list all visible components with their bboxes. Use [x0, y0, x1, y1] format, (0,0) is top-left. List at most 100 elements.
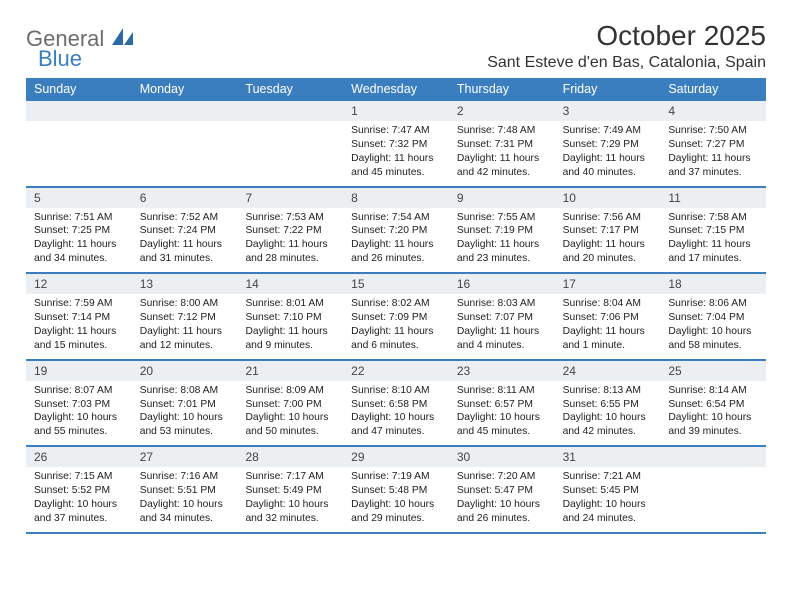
sunset-text: Sunset: 6:55 PM: [563, 398, 653, 412]
day-cell: [132, 101, 238, 186]
daylight-text: Daylight: 11 hours and 6 minutes.: [351, 325, 441, 353]
day-content: Sunrise: 7:21 AMSunset: 5:45 PMDaylight:…: [555, 467, 661, 532]
sail-icon: [112, 28, 134, 51]
sunrise-text: Sunrise: 8:00 AM: [140, 297, 230, 311]
daylight-text: Daylight: 10 hours and 39 minutes.: [668, 411, 758, 439]
day-content: Sunrise: 7:53 AMSunset: 7:22 PMDaylight:…: [237, 208, 343, 273]
day-number: 23: [449, 361, 555, 381]
sunrise-text: Sunrise: 8:09 AM: [245, 384, 335, 398]
sunset-text: Sunset: 7:32 PM: [351, 138, 441, 152]
day-number: 2: [449, 101, 555, 121]
day-number: [132, 101, 238, 121]
calendar-page: General Blue October 2025 Sant Esteve d'…: [0, 0, 792, 544]
day-content: Sunrise: 7:58 AMSunset: 7:15 PMDaylight:…: [660, 208, 766, 273]
day-number: 21: [237, 361, 343, 381]
daylight-text: Daylight: 11 hours and 45 minutes.: [351, 152, 441, 180]
day-content: Sunrise: 7:15 AMSunset: 5:52 PMDaylight:…: [26, 467, 132, 532]
sunset-text: Sunset: 5:51 PM: [140, 484, 230, 498]
daylight-text: Daylight: 10 hours and 37 minutes.: [34, 498, 124, 526]
day-cell: 5Sunrise: 7:51 AMSunset: 7:25 PMDaylight…: [26, 188, 132, 273]
sunrise-text: Sunrise: 7:55 AM: [457, 211, 547, 225]
sunrise-text: Sunrise: 8:02 AM: [351, 297, 441, 311]
sunrise-text: Sunrise: 7:15 AM: [34, 470, 124, 484]
day-number: 7: [237, 188, 343, 208]
day-content: Sunrise: 8:14 AMSunset: 6:54 PMDaylight:…: [660, 381, 766, 446]
daylight-text: Daylight: 10 hours and 55 minutes.: [34, 411, 124, 439]
sunset-text: Sunset: 7:03 PM: [34, 398, 124, 412]
sunset-text: Sunset: 7:27 PM: [668, 138, 758, 152]
month-title: October 2025: [487, 20, 766, 52]
sunset-text: Sunset: 7:17 PM: [563, 224, 653, 238]
week-row: 5Sunrise: 7:51 AMSunset: 7:25 PMDaylight…: [26, 188, 766, 275]
day-content: Sunrise: 7:59 AMSunset: 7:14 PMDaylight:…: [26, 294, 132, 359]
day-cell: 23Sunrise: 8:11 AMSunset: 6:57 PMDayligh…: [449, 361, 555, 446]
sunset-text: Sunset: 7:12 PM: [140, 311, 230, 325]
day-cell: 30Sunrise: 7:20 AMSunset: 5:47 PMDayligh…: [449, 447, 555, 532]
day-header: Thursday: [449, 78, 555, 101]
day-number: 26: [26, 447, 132, 467]
day-number: 18: [660, 274, 766, 294]
sunset-text: Sunset: 7:20 PM: [351, 224, 441, 238]
day-number: 29: [343, 447, 449, 467]
location: Sant Esteve d'en Bas, Catalonia, Spain: [487, 54, 766, 72]
day-content: [660, 467, 766, 523]
day-number: 19: [26, 361, 132, 381]
day-cell: 12Sunrise: 7:59 AMSunset: 7:14 PMDayligh…: [26, 274, 132, 359]
sunrise-text: Sunrise: 7:59 AM: [34, 297, 124, 311]
day-content: Sunrise: 7:50 AMSunset: 7:27 PMDaylight:…: [660, 121, 766, 186]
day-cell: 26Sunrise: 7:15 AMSunset: 5:52 PMDayligh…: [26, 447, 132, 532]
day-content: Sunrise: 8:01 AMSunset: 7:10 PMDaylight:…: [237, 294, 343, 359]
day-header: Tuesday: [237, 78, 343, 101]
day-header: Saturday: [660, 78, 766, 101]
sunset-text: Sunset: 7:31 PM: [457, 138, 547, 152]
sunset-text: Sunset: 7:01 PM: [140, 398, 230, 412]
day-content: Sunrise: 8:02 AMSunset: 7:09 PMDaylight:…: [343, 294, 449, 359]
sunset-text: Sunset: 7:04 PM: [668, 311, 758, 325]
sunrise-text: Sunrise: 8:01 AM: [245, 297, 335, 311]
day-cell: 15Sunrise: 8:02 AMSunset: 7:09 PMDayligh…: [343, 274, 449, 359]
sunrise-text: Sunrise: 7:53 AM: [245, 211, 335, 225]
daylight-text: Daylight: 10 hours and 45 minutes.: [457, 411, 547, 439]
day-cell: 7Sunrise: 7:53 AMSunset: 7:22 PMDaylight…: [237, 188, 343, 273]
week-row: 1Sunrise: 7:47 AMSunset: 7:32 PMDaylight…: [26, 101, 766, 188]
sunrise-text: Sunrise: 7:54 AM: [351, 211, 441, 225]
day-cell: 9Sunrise: 7:55 AMSunset: 7:19 PMDaylight…: [449, 188, 555, 273]
daylight-text: Daylight: 11 hours and 31 minutes.: [140, 238, 230, 266]
day-cell: 18Sunrise: 8:06 AMSunset: 7:04 PMDayligh…: [660, 274, 766, 359]
day-content: Sunrise: 7:19 AMSunset: 5:48 PMDaylight:…: [343, 467, 449, 532]
sunrise-text: Sunrise: 7:51 AM: [34, 211, 124, 225]
day-cell: 22Sunrise: 8:10 AMSunset: 6:58 PMDayligh…: [343, 361, 449, 446]
day-content: Sunrise: 7:52 AMSunset: 7:24 PMDaylight:…: [132, 208, 238, 273]
sunrise-text: Sunrise: 8:07 AM: [34, 384, 124, 398]
daylight-text: Daylight: 10 hours and 34 minutes.: [140, 498, 230, 526]
sunrise-text: Sunrise: 8:06 AM: [668, 297, 758, 311]
day-content: Sunrise: 8:08 AMSunset: 7:01 PMDaylight:…: [132, 381, 238, 446]
day-number: 3: [555, 101, 661, 121]
day-number: 25: [660, 361, 766, 381]
day-cell: 20Sunrise: 8:08 AMSunset: 7:01 PMDayligh…: [132, 361, 238, 446]
day-cell: 4Sunrise: 7:50 AMSunset: 7:27 PMDaylight…: [660, 101, 766, 186]
day-cell: 25Sunrise: 8:14 AMSunset: 6:54 PMDayligh…: [660, 361, 766, 446]
sunset-text: Sunset: 5:48 PM: [351, 484, 441, 498]
day-cell: 11Sunrise: 7:58 AMSunset: 7:15 PMDayligh…: [660, 188, 766, 273]
day-number: 16: [449, 274, 555, 294]
day-number: 8: [343, 188, 449, 208]
day-number: 27: [132, 447, 238, 467]
day-number: [26, 101, 132, 121]
day-content: Sunrise: 7:51 AMSunset: 7:25 PMDaylight:…: [26, 208, 132, 273]
week-row: 12Sunrise: 7:59 AMSunset: 7:14 PMDayligh…: [26, 274, 766, 361]
day-content: Sunrise: 8:11 AMSunset: 6:57 PMDaylight:…: [449, 381, 555, 446]
daylight-text: Daylight: 11 hours and 40 minutes.: [563, 152, 653, 180]
day-number: 14: [237, 274, 343, 294]
day-number: 5: [26, 188, 132, 208]
sunset-text: Sunset: 7:19 PM: [457, 224, 547, 238]
day-cell: 21Sunrise: 8:09 AMSunset: 7:00 PMDayligh…: [237, 361, 343, 446]
day-number: 20: [132, 361, 238, 381]
daylight-text: Daylight: 11 hours and 28 minutes.: [245, 238, 335, 266]
day-cell: 13Sunrise: 8:00 AMSunset: 7:12 PMDayligh…: [132, 274, 238, 359]
sunrise-text: Sunrise: 8:11 AM: [457, 384, 547, 398]
day-cell: 2Sunrise: 7:48 AMSunset: 7:31 PMDaylight…: [449, 101, 555, 186]
week-row: 19Sunrise: 8:07 AMSunset: 7:03 PMDayligh…: [26, 361, 766, 448]
day-cell: 17Sunrise: 8:04 AMSunset: 7:06 PMDayligh…: [555, 274, 661, 359]
day-number: [237, 101, 343, 121]
